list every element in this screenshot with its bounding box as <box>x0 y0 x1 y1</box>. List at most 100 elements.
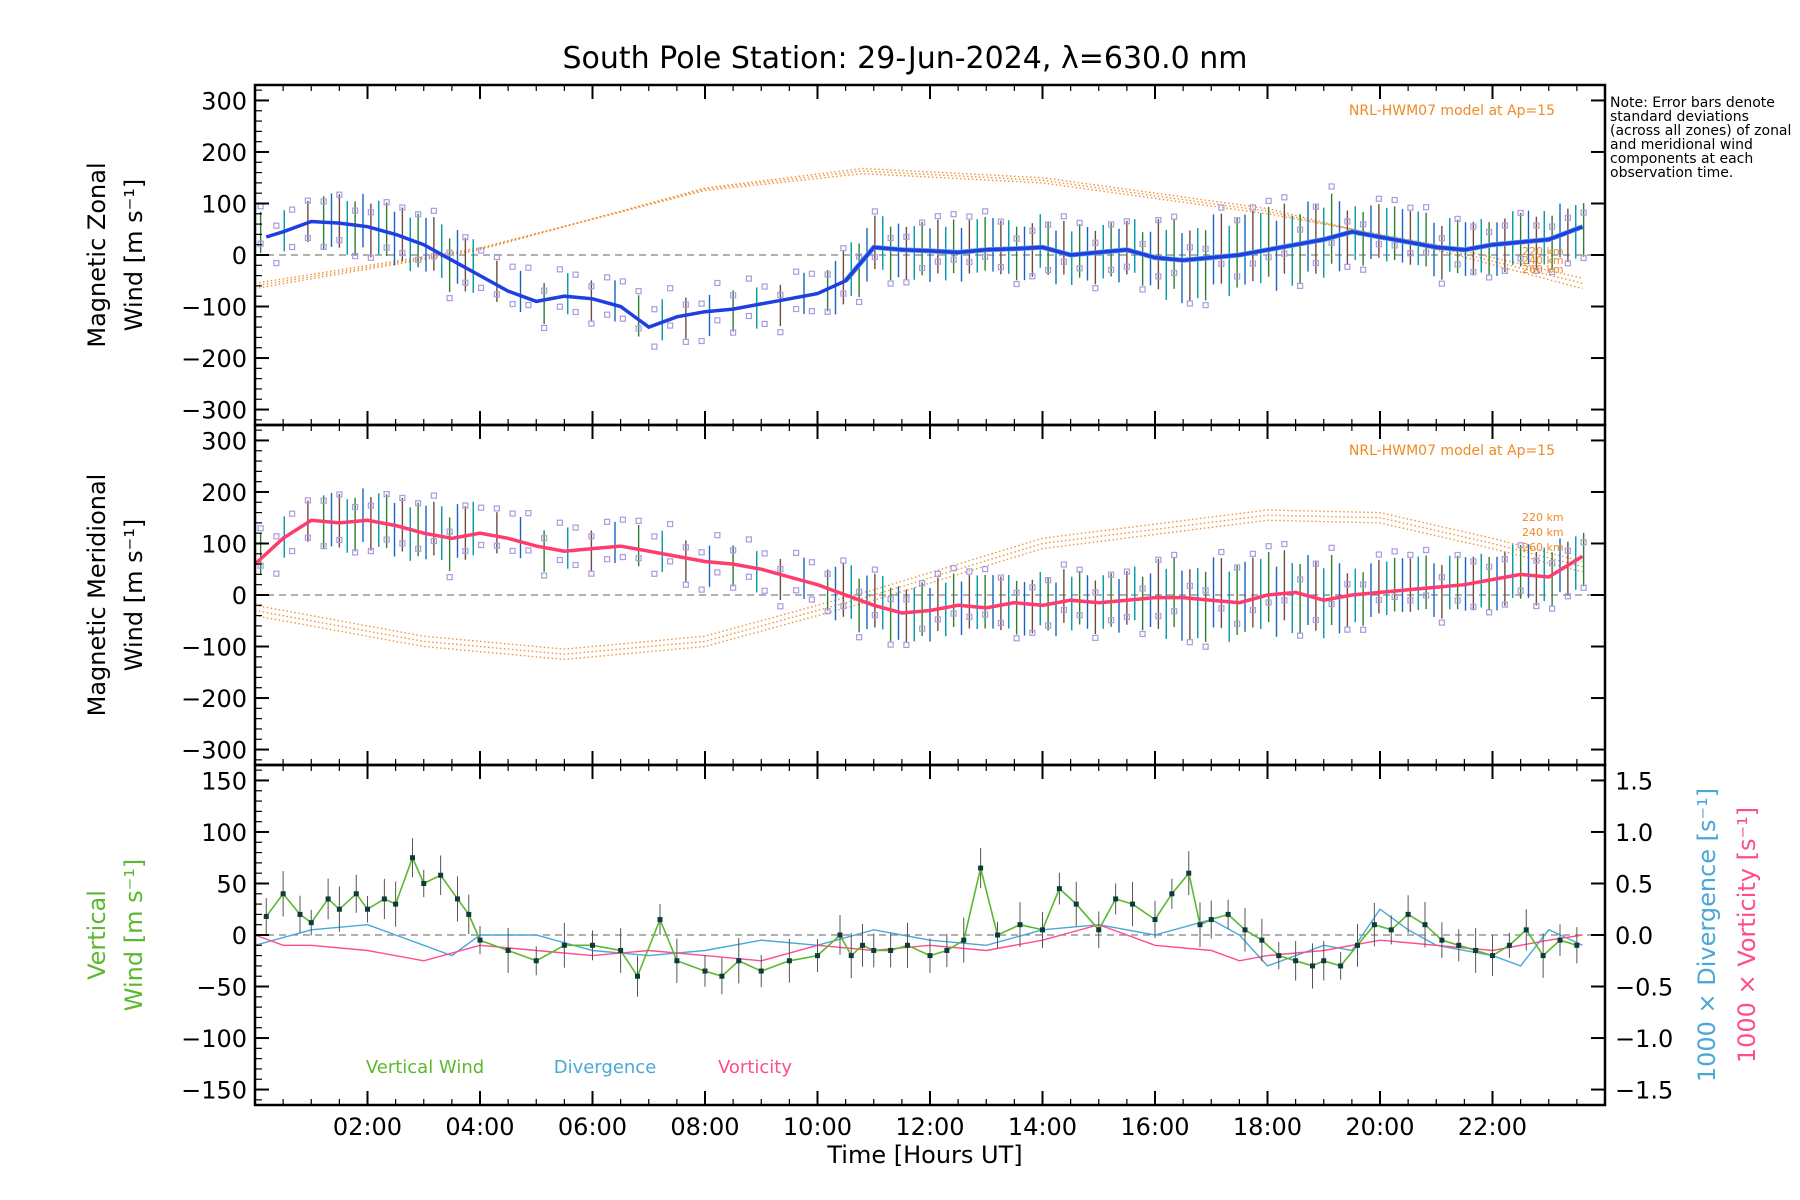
scatter-point <box>619 278 626 285</box>
scatter-point <box>1013 235 1020 242</box>
scatter-point <box>1297 282 1304 289</box>
scatter-point <box>1186 639 1193 646</box>
panel-vertical: Vertical Wind Divergence Vorticity 1.5 1.0 0.… <box>83 763 1761 1107</box>
x-tick-label: 10:00 <box>783 1113 852 1141</box>
scatter-point <box>1375 241 1382 248</box>
scatter-point <box>997 218 1004 225</box>
vertical-wind-point <box>308 920 314 926</box>
y-tick-label: 100 <box>201 190 247 218</box>
scatter-point <box>1533 602 1540 610</box>
scatter-point <box>415 545 422 552</box>
scatter-point <box>1407 204 1414 211</box>
vertical-wind-point <box>533 958 539 964</box>
y-tick-label: 150 <box>201 767 247 795</box>
vertical-wind-point <box>888 947 894 953</box>
scatter-point <box>714 279 721 287</box>
scatter-point <box>462 502 469 509</box>
scatter-point <box>604 518 611 525</box>
scatter-point <box>1501 556 1508 563</box>
scatter-point <box>1029 227 1036 234</box>
scatter-point <box>966 213 973 220</box>
scatter-point <box>399 204 406 211</box>
y-tick-label: −200 <box>181 685 247 713</box>
vertical-wind-point <box>325 896 331 902</box>
scatter-point <box>1045 221 1052 228</box>
y-tick-label: −100 <box>181 634 247 662</box>
scatter-point <box>982 208 989 215</box>
y-axis-label-line2: Wind [m s⁻¹] <box>120 519 148 671</box>
x-tick-label: 06:00 <box>558 1113 627 1141</box>
scatter-point <box>1155 217 1162 224</box>
x-tick-label: 18:00 <box>1233 1113 1302 1141</box>
vertical-wind-point <box>1113 896 1119 902</box>
scatter-point <box>1123 263 1130 270</box>
y2-axis-label-vorticity: 1000 × Vorticity [s⁻¹] <box>1733 807 1761 1063</box>
scatter-point <box>446 249 453 256</box>
vertical-wind-point <box>1321 958 1327 964</box>
scatter-point <box>1407 597 1414 604</box>
scatter-point <box>793 549 800 557</box>
scatter-point <box>1249 607 1256 614</box>
y-tick-label: −50 <box>196 974 247 1002</box>
vertical-wind-point <box>1355 942 1360 948</box>
scatter-point <box>1171 608 1178 615</box>
scatter-point <box>257 525 264 532</box>
scatter-point <box>1564 260 1571 267</box>
scatter-point <box>667 558 674 565</box>
vertical-wind-point <box>674 958 680 964</box>
scatter-point <box>1454 261 1461 268</box>
scatter-point <box>1470 268 1477 276</box>
vertical-wind-point <box>1338 963 1344 969</box>
scatter-point <box>352 549 359 556</box>
scatter-point <box>1265 197 1272 205</box>
vertical-wind-point <box>1439 937 1445 943</box>
scatter-point <box>1312 616 1319 624</box>
scatter-point <box>415 211 422 218</box>
scatter-point <box>462 234 469 241</box>
scatter-point <box>682 301 689 308</box>
scatter-point <box>871 566 878 573</box>
scatter-point <box>903 641 910 649</box>
scatter-point <box>1328 239 1335 246</box>
scatter-point <box>336 237 343 244</box>
chart-title: South Pole Station: 29-Jun-2024, λ=630.0… <box>562 41 1247 76</box>
model-height-label: 260 km <box>1522 541 1564 554</box>
vertical-wind-point <box>1276 953 1282 959</box>
scatter-point <box>1076 612 1083 619</box>
scatter-point <box>982 611 989 618</box>
scatter-point <box>1249 550 1256 557</box>
scatter-point <box>1249 260 1256 267</box>
scatter-point <box>1517 209 1524 217</box>
vertical-wind-point <box>1293 958 1299 964</box>
scatter-point <box>1486 563 1493 570</box>
scatter-point <box>289 243 296 251</box>
scatter-point <box>808 308 815 315</box>
model-height-label: 220 km <box>1522 511 1564 524</box>
scatter-point <box>1218 260 1225 267</box>
divergence-line <box>254 908 1583 967</box>
scatter-point <box>1171 551 1178 559</box>
scatter-point <box>1486 228 1493 236</box>
scatter-point <box>1202 587 1209 594</box>
scatter-point <box>966 568 973 575</box>
scatter-point <box>1360 581 1367 588</box>
vertical-wind-point <box>1388 927 1394 933</box>
vertical-wind-point <box>1169 891 1175 897</box>
scatter-point <box>856 588 863 595</box>
scatter-point <box>478 541 485 549</box>
scatter-point <box>430 537 437 545</box>
vertical-wind-point <box>1422 922 1428 928</box>
vertical-wind-point <box>1242 927 1248 933</box>
model-height-label: 260 km <box>1522 263 1564 276</box>
scatter-point <box>887 641 894 648</box>
scatter-point <box>1218 204 1225 211</box>
scatter-point <box>1328 600 1335 608</box>
scatter-point <box>1391 548 1398 555</box>
scatter-point <box>1533 222 1540 229</box>
scatter-point <box>1139 240 1146 248</box>
legend-entry: Vorticity <box>718 1057 792 1078</box>
x-tick-label: 14:00 <box>1008 1113 1077 1141</box>
vertical-wind-point <box>438 872 444 878</box>
scatter-point <box>509 547 516 555</box>
scatter-point <box>682 544 689 551</box>
